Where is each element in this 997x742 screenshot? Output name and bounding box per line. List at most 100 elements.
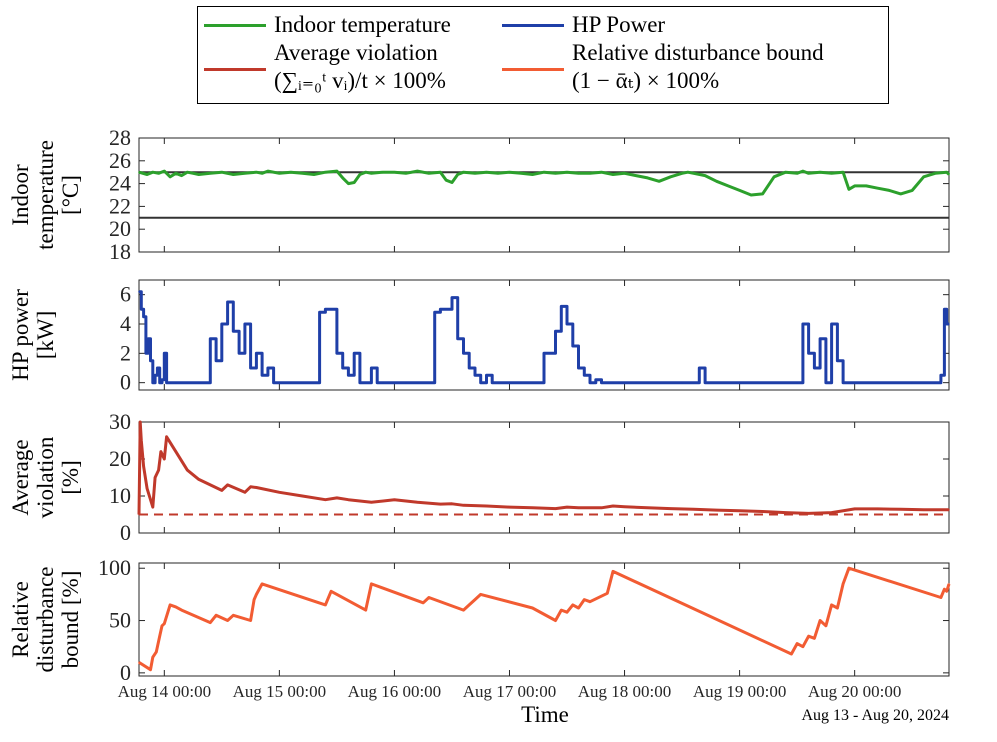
data-point <box>790 653 793 655</box>
data-point <box>405 381 407 384</box>
data-point <box>681 172 683 175</box>
data-point <box>948 583 950 585</box>
data-point <box>318 311 321 314</box>
data-point <box>261 583 263 585</box>
data-point <box>186 381 189 384</box>
data-point <box>324 498 327 501</box>
x-tick-label: Aug 14 00:00 <box>118 682 212 701</box>
data-point <box>922 381 925 384</box>
y-tick-label: 4 <box>120 311 131 336</box>
data-point <box>589 172 591 175</box>
data-point <box>301 172 304 175</box>
series-line <box>138 566 951 672</box>
data-point <box>474 172 476 175</box>
data-point <box>531 607 534 609</box>
x-tick-label: Aug 19 00:00 <box>693 682 787 701</box>
y-tick-label: 28 <box>109 125 131 150</box>
data-point <box>451 181 453 184</box>
data-point <box>198 381 200 384</box>
data-point <box>819 619 821 622</box>
data-point <box>485 374 488 377</box>
y-axis-label: [°C] <box>58 175 83 215</box>
data-point <box>428 596 430 599</box>
data-point <box>272 381 275 384</box>
data-point <box>566 611 568 613</box>
data-point <box>364 171 367 173</box>
data-point <box>313 173 315 176</box>
data-point <box>138 290 140 293</box>
data-point <box>261 172 263 175</box>
data-point <box>324 604 327 606</box>
data-point <box>945 323 948 325</box>
data-point <box>934 172 936 175</box>
data-point <box>612 570 614 573</box>
data-point <box>382 171 384 173</box>
data-point <box>474 374 476 377</box>
data-point <box>848 188 850 191</box>
data-point <box>888 189 890 192</box>
x-axis-label: Time <box>521 702 569 727</box>
data-point <box>169 176 171 178</box>
data-point <box>508 506 511 508</box>
legend-label: Average violation (∑ᵢ₌₀ᵗ vᵢ)/t × 100% <box>274 39 446 95</box>
data-point <box>324 171 327 173</box>
data-point <box>341 177 344 179</box>
data-point <box>215 614 217 617</box>
data-point <box>600 381 603 384</box>
data-point <box>853 381 856 384</box>
legend-swatch <box>204 24 266 27</box>
data-point <box>209 621 212 624</box>
data-point <box>301 495 304 497</box>
legend-label: Indoor temperature <box>274 11 451 39</box>
data-point <box>738 510 741 512</box>
data-point <box>715 509 718 511</box>
data-point <box>139 421 141 423</box>
legend-label-line: Relative disturbance bound <box>572 40 824 65</box>
data-point <box>393 498 396 501</box>
data-point <box>149 359 152 362</box>
data-point <box>842 171 844 173</box>
data-point <box>163 352 166 355</box>
data-point <box>232 330 235 333</box>
data-point <box>158 381 161 384</box>
axes-box <box>138 279 950 391</box>
data-point <box>198 173 200 176</box>
data-point <box>154 476 156 479</box>
data-point <box>807 512 810 515</box>
data-point <box>577 367 580 369</box>
data-point <box>479 593 482 596</box>
y-axis-label: Average <box>8 439 33 515</box>
data-point <box>566 171 568 173</box>
data-point <box>255 171 258 173</box>
data-point <box>255 593 258 596</box>
data-point <box>589 381 591 384</box>
data-point <box>554 172 557 175</box>
legend: Indoor temperature HP Power Average viol… <box>197 6 889 104</box>
data-point <box>209 172 212 175</box>
data-point <box>165 381 168 384</box>
x-tick-label: Aug 15 00:00 <box>233 682 327 701</box>
data-point <box>165 436 168 438</box>
data-point <box>456 173 459 176</box>
data-point <box>485 171 488 173</box>
data-point <box>146 173 148 176</box>
y-tick-label: 10 <box>109 483 131 508</box>
date-range-note: Aug 13 - Aug 20, 2024 <box>801 707 949 724</box>
data-point <box>577 507 580 509</box>
data-point <box>945 171 948 173</box>
data-point <box>370 367 373 369</box>
data-point <box>479 381 482 384</box>
data-point <box>138 661 140 664</box>
data-point <box>554 330 557 333</box>
data-point <box>618 381 620 384</box>
data-point <box>802 323 804 325</box>
y-tick-label: 20 <box>109 446 131 471</box>
data-point <box>209 337 212 340</box>
data-point <box>249 367 252 369</box>
data-point <box>825 381 827 384</box>
data-point <box>761 193 764 195</box>
axes-box <box>138 137 950 253</box>
data-point <box>658 180 660 183</box>
